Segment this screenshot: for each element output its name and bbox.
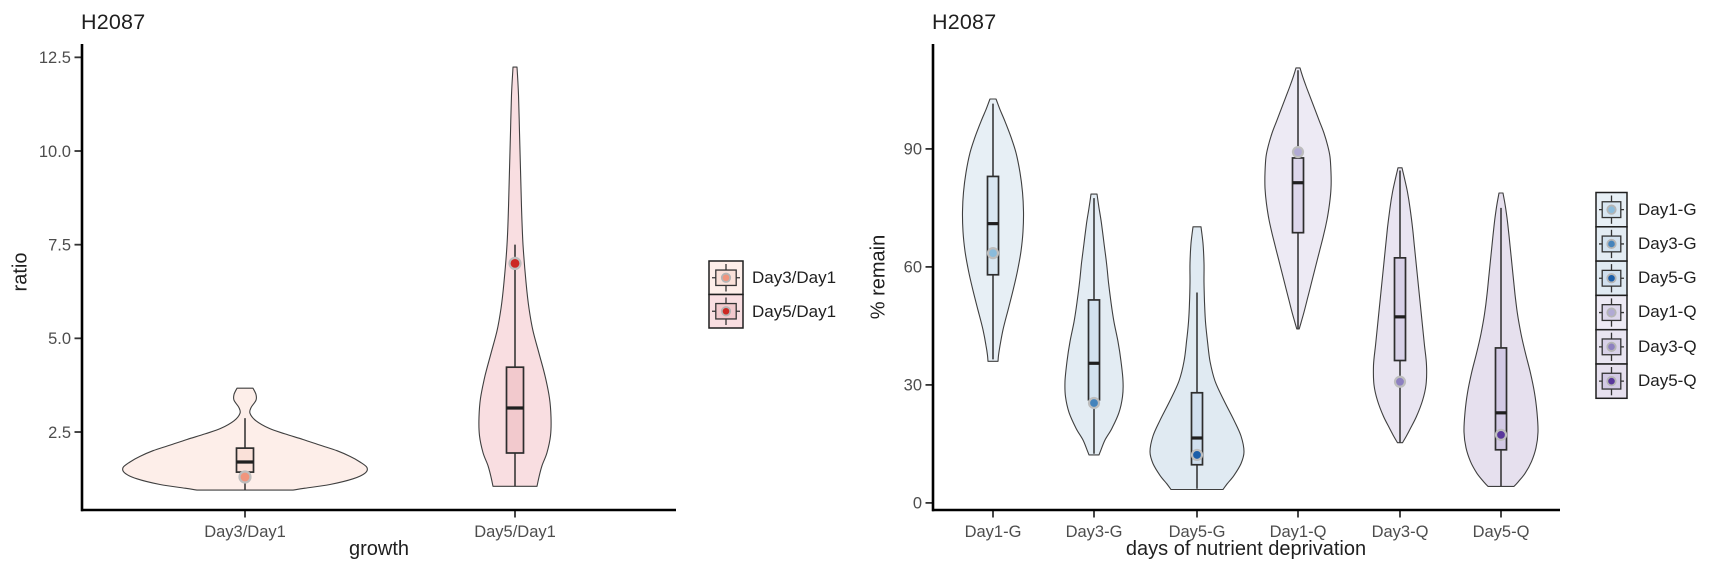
right-y-tick-label-90: 90 xyxy=(904,141,922,159)
right-dot-Day5-Q xyxy=(1494,428,1508,441)
left-y-tick-label-2.5: 2.5 xyxy=(48,424,71,442)
right-dot-Day3-G xyxy=(1087,396,1101,410)
right-legend-key-dot-Day1-Q xyxy=(1606,307,1617,318)
left-x-tick-label-Day3/Day1: Day3/Day1 xyxy=(204,523,286,541)
left-legend-key-dot-Day5/Day1 xyxy=(720,306,732,317)
left-legend-label-day3-day1: Day3/Day1 xyxy=(752,268,837,287)
right-legend-label-day3-g: Day3-G xyxy=(1638,234,1697,253)
right-y-tick-label-60: 60 xyxy=(904,259,922,277)
right-dot-Day1-G xyxy=(986,247,1000,260)
right-x-tick-label-Day5-Q: Day5-Q xyxy=(1473,523,1530,541)
right-box-Day1-Q xyxy=(1291,157,1305,234)
right-x-tick-label-Day1-G: Day1-G xyxy=(965,523,1022,541)
left-y-tick-label-10.0: 10.0 xyxy=(39,143,71,161)
right-box-Day3-Q xyxy=(1393,257,1407,362)
left-y-tick-label-7.5: 7.5 xyxy=(48,236,71,254)
right-box-Day5-G xyxy=(1190,391,1204,466)
right-x-tick-label-Day1-Q: Day1-Q xyxy=(1270,523,1327,541)
right-legend-key-dot-Day5-Q xyxy=(1606,376,1617,387)
left-legend-key-dot-Day3/Day1 xyxy=(720,272,732,283)
right-x-tick-label-Day3-Q: Day3-Q xyxy=(1372,523,1429,541)
right-y-tick-label-0: 0 xyxy=(913,495,922,513)
right-legend-key-dot-Day3-Q xyxy=(1606,341,1617,352)
left-x-tick-label-Day5/Day1: Day5/Day1 xyxy=(474,523,556,541)
right-legend-key-dot-Day1-G xyxy=(1606,204,1617,215)
right-legend-label-day1-q: Day1-Q xyxy=(1638,302,1697,321)
right-box-Day3-G xyxy=(1087,299,1101,401)
left-y-tick-label-12.5: 12.5 xyxy=(39,49,71,67)
right-legend-label-day5-g: Day5-G xyxy=(1638,268,1697,287)
left-y-tick-label-5.0: 5.0 xyxy=(48,330,71,348)
right-dot-Day3-Q xyxy=(1393,375,1407,388)
right-x-tick-label-Day3-G: Day3-G xyxy=(1066,523,1123,541)
right-box-Day1-G xyxy=(986,175,1000,276)
left-y-axis-title: ratio xyxy=(9,252,32,292)
left-plot-title: H2087 xyxy=(81,10,146,34)
left-x-axis-title: growth xyxy=(348,538,410,560)
right-y-tick-label-30: 30 xyxy=(904,377,922,395)
right-legend-key-dot-Day3-G xyxy=(1606,238,1617,250)
right-legend-label-day3-q: Day3-Q xyxy=(1638,337,1697,356)
left-box-Day3/Day1 xyxy=(235,447,255,473)
left-legend-label-day5-day1: Day5/Day1 xyxy=(752,302,837,321)
right-legend-label-day5-q: Day5-Q xyxy=(1638,371,1697,390)
right-dot-Day1-Q xyxy=(1291,145,1305,159)
right-plot-title: H2087 xyxy=(932,10,997,34)
left-dot-Day5/Day1 xyxy=(508,256,522,271)
right-y-axis-title: % remain xyxy=(867,234,890,320)
right-legend-key-dot-Day5-G xyxy=(1606,273,1617,284)
right-x-tick-label-Day5-G: Day5-G xyxy=(1169,523,1226,541)
right-dot-Day5-G xyxy=(1190,448,1204,462)
right-x-axis-title: days of nutrient deprivation xyxy=(1125,538,1367,560)
right-box-Day5-Q xyxy=(1494,347,1508,451)
left-box-Day5/Day1 xyxy=(505,366,525,454)
left-dot-Day3/Day1 xyxy=(238,470,252,484)
right-legend-label-day1-g: Day1-G xyxy=(1638,200,1697,219)
